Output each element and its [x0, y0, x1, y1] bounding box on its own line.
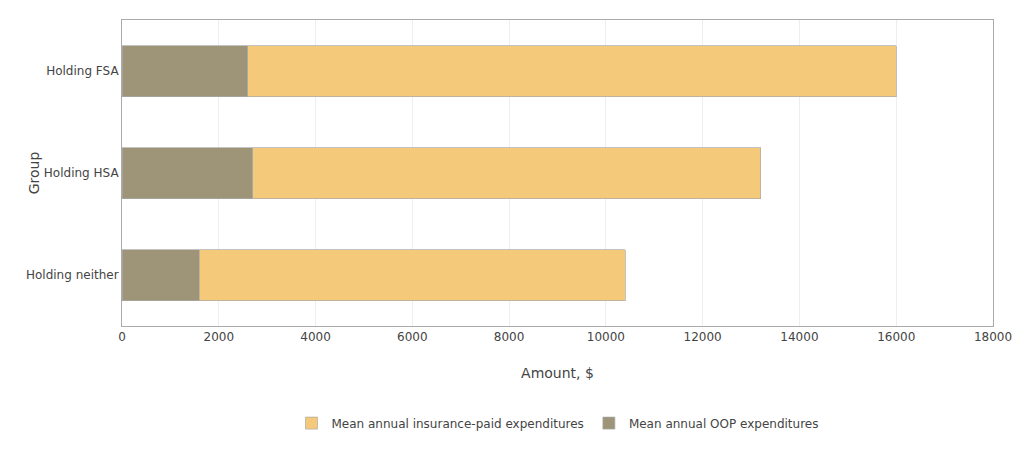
svg-text:Holding FSA: Holding FSA: [46, 64, 119, 78]
svg-text:18000: 18000: [974, 330, 1012, 344]
svg-text:Amount, $: Amount, $: [521, 365, 594, 381]
svg-text:4000: 4000: [300, 330, 331, 344]
svg-text:Mean annual insurance-paid exp: Mean annual insurance-paid expenditures: [332, 417, 584, 431]
svg-text:Holding neither: Holding neither: [26, 268, 119, 282]
svg-text:16000: 16000: [877, 330, 915, 344]
svg-text:Holding HSA: Holding HSA: [44, 166, 120, 180]
svg-text:0: 0: [118, 330, 126, 344]
svg-text:12000: 12000: [684, 330, 722, 344]
svg-text:Group: Group: [26, 152, 42, 195]
svg-text:10000: 10000: [587, 330, 625, 344]
svg-text:Mean annual OOP expenditures: Mean annual OOP expenditures: [629, 417, 819, 431]
svg-text:8000: 8000: [494, 330, 525, 344]
svg-text:6000: 6000: [397, 330, 428, 344]
svg-text:14000: 14000: [780, 330, 818, 344]
svg-text:2000: 2000: [204, 330, 235, 344]
